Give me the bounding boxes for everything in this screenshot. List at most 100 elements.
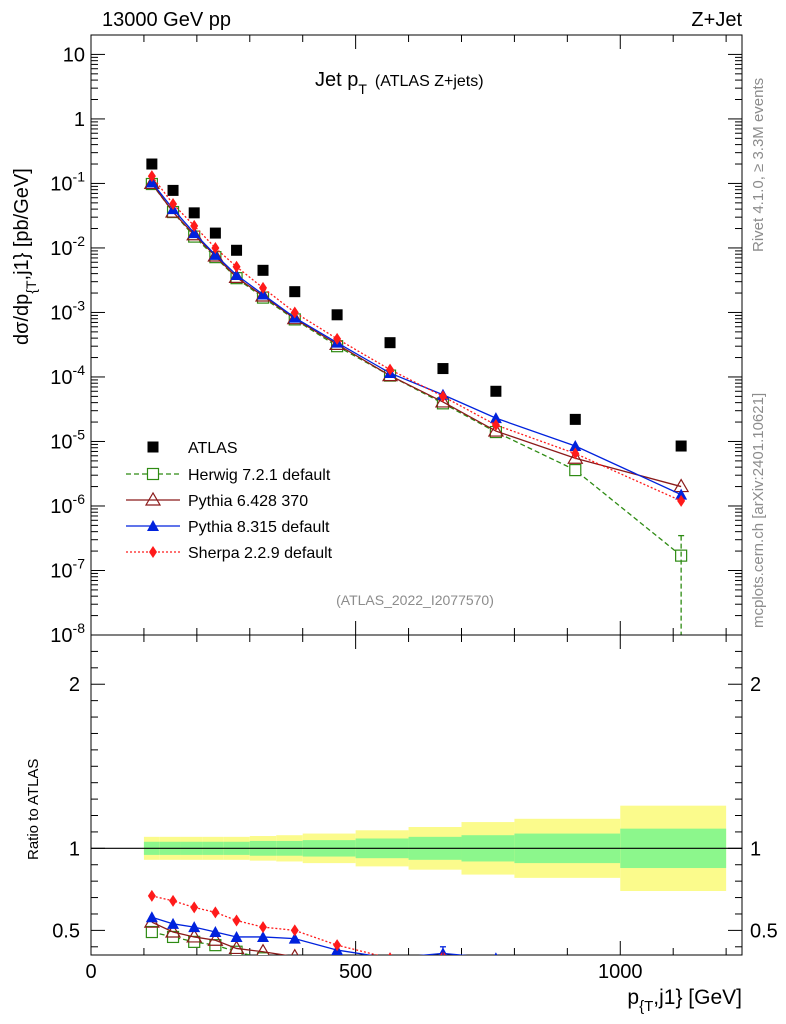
ratio-point [494,952,498,955]
ratio-point [290,948,299,955]
ratio-line [151,921,289,955]
ratio-point [256,943,270,955]
ratio-point [257,930,270,942]
data-point [209,227,221,239]
legend: ATLAS Herwig 7.2.1 default Pythia 6.428 37… [126,440,333,562]
y-tick-label: 10-7 [50,555,85,582]
legend-marker [146,467,160,481]
data-point [147,170,156,183]
x-tick-label: 0 [85,961,96,983]
data-point [188,227,201,239]
plot-title: Jet pT (ATLAS Z+jets) [315,69,484,97]
legend-item: Pythia 8.315 default [126,519,330,536]
ratio-point [169,894,178,907]
data-point [169,197,178,210]
main-plot-panel: 10 1 10-1 10-2 10-3 10-4 10-5 10-6 10-7 10-8 Jet … [11,34,743,647]
data-point [571,447,580,460]
ratio-ticks: 0.5 0.5 1 1 2 2 0 500 1000 [52,635,778,983]
legend-marker [149,546,157,558]
ratio-point [230,930,243,942]
legend-label: Pythia 6.428 370 [188,493,308,510]
ratio-series-clip [143,889,498,955]
ratio-uncertainty-bands [91,805,742,891]
energy-label: 13000 GeV pp [102,9,231,31]
analysis-watermark: (ATLAS_2022_I2077570) [336,592,494,608]
y-tick-label: 10-4 [50,362,85,389]
ratio-y-tick-label-right: 2 [750,674,761,696]
y-tick-label: 10-1 [50,168,85,195]
data-point [569,440,582,452]
ratio-point [188,921,201,933]
legend-marker [147,441,159,453]
data-point [188,207,200,219]
ratio-point [209,926,222,938]
data-point [677,494,686,507]
y-tick-label: 10-8 [50,620,85,647]
data-point [230,269,243,281]
data-point [207,247,224,262]
x-axis-label: p{T,j1} [GeV] [627,986,742,1015]
x-tick-label: 500 [339,961,372,983]
ratio-point [164,923,182,938]
ratio-series-sherpa-2-2-9-default [147,889,446,955]
data-point [569,413,581,425]
ratio-point [228,940,245,955]
main-series-group [143,158,690,635]
data-point [333,332,342,345]
data-point [232,260,241,273]
y-tick-label: 10-2 [50,233,85,260]
ratio-y-axis-label: Ratio to ATLAS [25,759,42,860]
data-point [257,288,270,300]
data-point [257,264,269,276]
data-point [437,363,449,375]
data-point [331,309,343,321]
ratio-y-tick-label: 0.5 [52,920,80,942]
ratio-series-group [143,889,498,955]
ratio-point [207,932,224,946]
legend-item: Sherpa 2.2.9 default [126,545,333,562]
ratio-point [147,889,156,902]
series-sherpa-2-2-9-default [147,170,686,507]
rivet-label: Rivet 4.1.0, ≥ 3.3M events [750,78,767,252]
ratio-point [211,906,220,919]
data-point [487,422,504,437]
data-point [290,306,299,319]
legend-item: Herwig 7.2.1 default [126,467,331,484]
data-point [490,385,502,397]
y-tick-label: 10 [63,44,85,66]
ratio-point [186,928,203,943]
data-point [567,450,584,464]
y-tick-label: 10-5 [50,426,85,453]
data-point [675,488,688,500]
data-point [167,184,179,196]
data-point [286,310,303,325]
data-point [209,248,222,260]
legend-label: Sherpa 2.2.9 default [188,545,333,562]
data-point [386,363,395,376]
data-point [384,337,396,349]
process-label: Z+Jet [691,9,742,31]
ratio-plot-frame [90,634,743,956]
data-point [489,412,502,424]
data-point [190,219,199,232]
legend-label: Pythia 8.315 default [188,519,330,536]
data-point [289,286,301,298]
legend-item: Pythia 6.428 370 [126,491,308,510]
ratio-point [232,914,241,927]
ratio-y-tick-label: 1 [69,838,80,860]
x-tick-label: 1000 [598,961,643,983]
y-tick-label: 1 [74,109,85,131]
data-point [231,244,243,256]
ratio-series-pythia-8-315-default [145,911,498,955]
data-point [438,390,447,403]
legend-marker [144,491,162,506]
ratio-point [288,932,301,944]
data-point [491,419,500,432]
ratio-point [145,911,158,923]
ratio-point [259,921,268,934]
series-atlas [146,158,687,452]
ratio-point [167,917,180,929]
y-tick-label: 10-3 [50,297,85,324]
legend-label: ATLAS [188,440,238,457]
ratio-point [256,952,270,955]
